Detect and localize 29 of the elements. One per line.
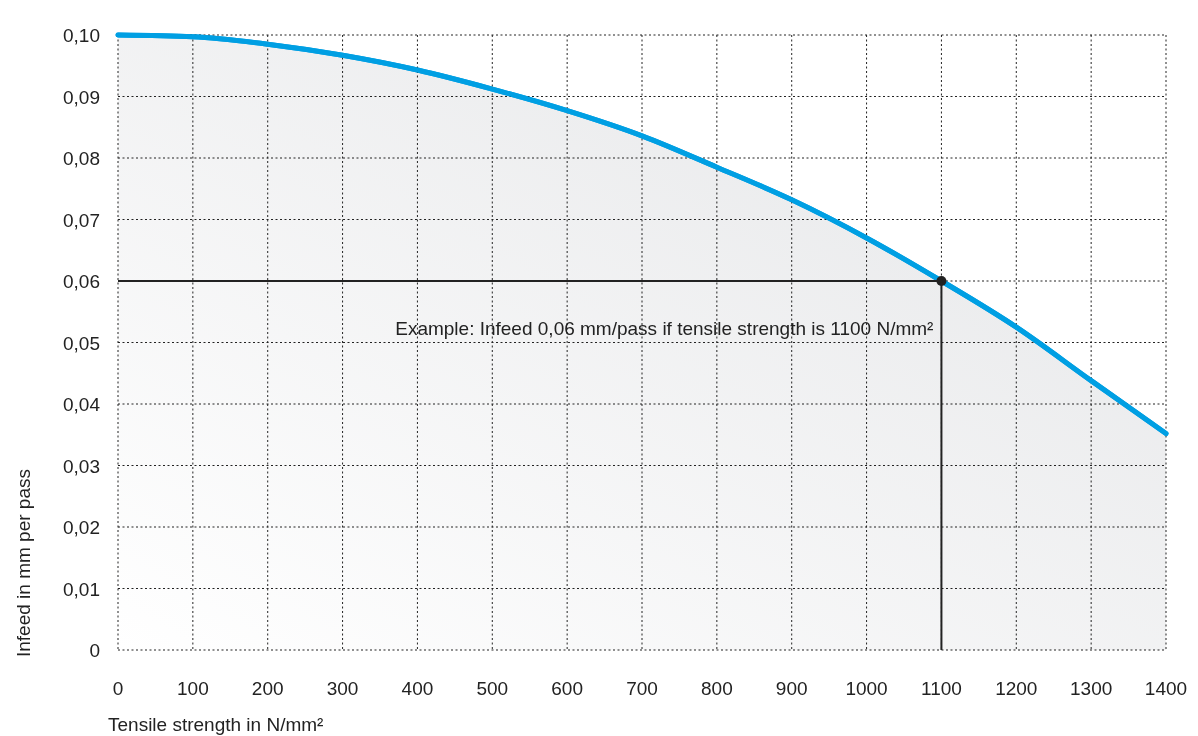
y-tick-label: 0,06 (63, 271, 100, 292)
x-tick-label: 1400 (1144, 678, 1188, 699)
x-tick-label: 900 (775, 678, 808, 699)
y-tick-label: 0,10 (63, 25, 100, 46)
x-tick-label: 700 (626, 678, 658, 699)
x-axis-title: Tensile strength in N/mm² (108, 714, 324, 735)
y-tick-label: 0 (89, 640, 100, 661)
x-tick-label: 1300 (1070, 678, 1113, 699)
x-tick-label: 500 (476, 678, 509, 699)
x-tick-label: 1100 (921, 678, 962, 699)
y-tick-label: 0,03 (63, 455, 100, 477)
y-tick-label: 0,05 (63, 332, 100, 354)
x-tick-label: 0 (112, 678, 124, 699)
y-tick-label: 0,02 (63, 517, 100, 538)
x-tick-label: 100 (177, 678, 209, 699)
y-tick-label: 0,08 (63, 148, 100, 169)
y-tick-label: 0,04 (63, 394, 101, 415)
x-tick-label: 600 (551, 678, 583, 699)
x-tick-label: 1200 (995, 678, 1038, 699)
x-tick-label: 300 (326, 678, 359, 699)
x-tick-label: 800 (701, 678, 733, 699)
annotation: Example: Infeed 0,06 mm/pass if tensile strength is 1100 N/mm² (395, 318, 934, 339)
y-tick-label: 0,09 (63, 86, 100, 108)
x-tick-label: 1000 (845, 678, 888, 699)
x-tick-label: 200 (251, 678, 284, 699)
x-tick-label: 400 (401, 678, 434, 699)
y-tick-label: 0,01 (63, 578, 100, 600)
y-tick-label: 0,07 (63, 209, 100, 231)
y-axis-title: Infeed in mm per pass (13, 469, 34, 657)
